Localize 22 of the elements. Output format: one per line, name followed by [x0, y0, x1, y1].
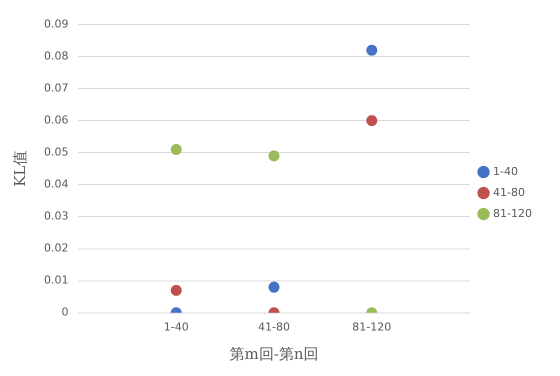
point [366, 115, 378, 126]
point [268, 150, 280, 162]
y-tick-label: 0.09 [44, 17, 68, 30]
y-tick-label: 0 [61, 306, 68, 319]
point [366, 44, 378, 56]
x-tick-label: 41-80 [258, 320, 290, 334]
legend-label: 41-80 [493, 186, 526, 199]
y-axis-title: KL值 [10, 150, 29, 187]
legend-label: 81-120 [493, 206, 532, 220]
point [170, 144, 182, 155]
x-tick-label: 81-120 [352, 320, 392, 334]
legend-label: 1-40 [493, 164, 518, 178]
y-tick-label: 0.07 [44, 82, 68, 95]
y-tick-label: 0.03 [44, 210, 68, 223]
y-tick-label: 0.05 [44, 146, 68, 159]
y-tick-label: 0.02 [44, 242, 68, 255]
x-tick-label: 1-40 [164, 320, 189, 334]
y-tick-label: 0.04 [44, 178, 68, 191]
y-tick-label: 0.01 [44, 274, 68, 287]
x-axis-title: 第m回-第n回 [230, 344, 318, 363]
y-tick-label: 0.08 [44, 49, 68, 62]
y-tick-label: 0.06 [44, 114, 68, 127]
